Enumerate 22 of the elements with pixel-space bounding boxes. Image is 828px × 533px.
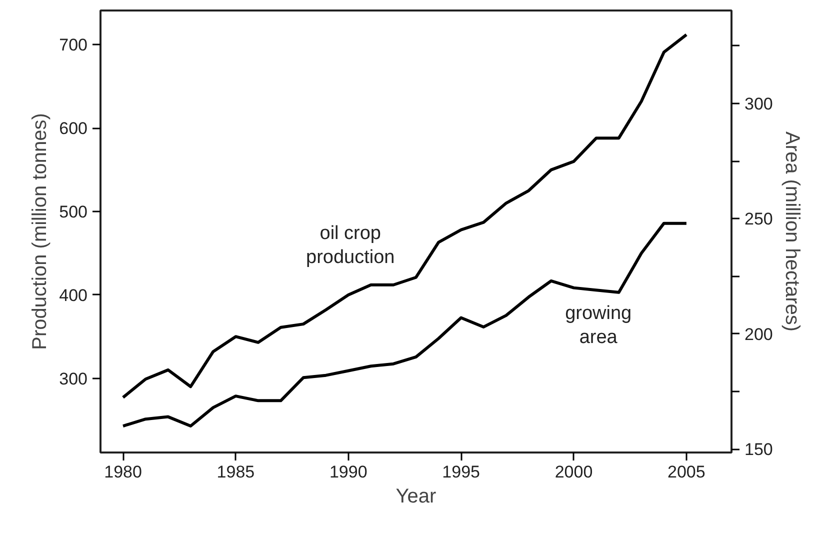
annotation: growing area [565, 303, 632, 348]
annotation: oil crop production [306, 223, 395, 268]
x-tick-label: 1980 [104, 462, 142, 482]
line-series [122, 222, 688, 428]
y-tick-label: 600 [59, 119, 88, 138]
y-axis-title: Production (million tonnes) [29, 113, 52, 350]
x-tick-label: 1985 [216, 462, 255, 482]
x-axis-title: Year [396, 486, 437, 508]
x-tick-label: 1995 [442, 462, 480, 482]
y-tick-label: 500 [59, 202, 88, 222]
y2-tick-label: 150 [744, 440, 773, 460]
y-tick-label: 300 [59, 369, 88, 388]
y-tick-label: 400 [59, 286, 88, 305]
y2-axis-title: Area (million hectares) [780, 131, 803, 332]
x-tick-label: 2005 [668, 462, 706, 482]
y2-tick-label: 250 [744, 210, 773, 229]
y-tick-label: 700 [59, 36, 88, 55]
x-tick-label: 2000 [554, 462, 593, 482]
y2-tick-label: 200 [744, 324, 773, 344]
x-tick-label: 1990 [329, 462, 368, 482]
line-series [122, 33, 688, 399]
y2-tick-label: 300 [744, 94, 773, 114]
